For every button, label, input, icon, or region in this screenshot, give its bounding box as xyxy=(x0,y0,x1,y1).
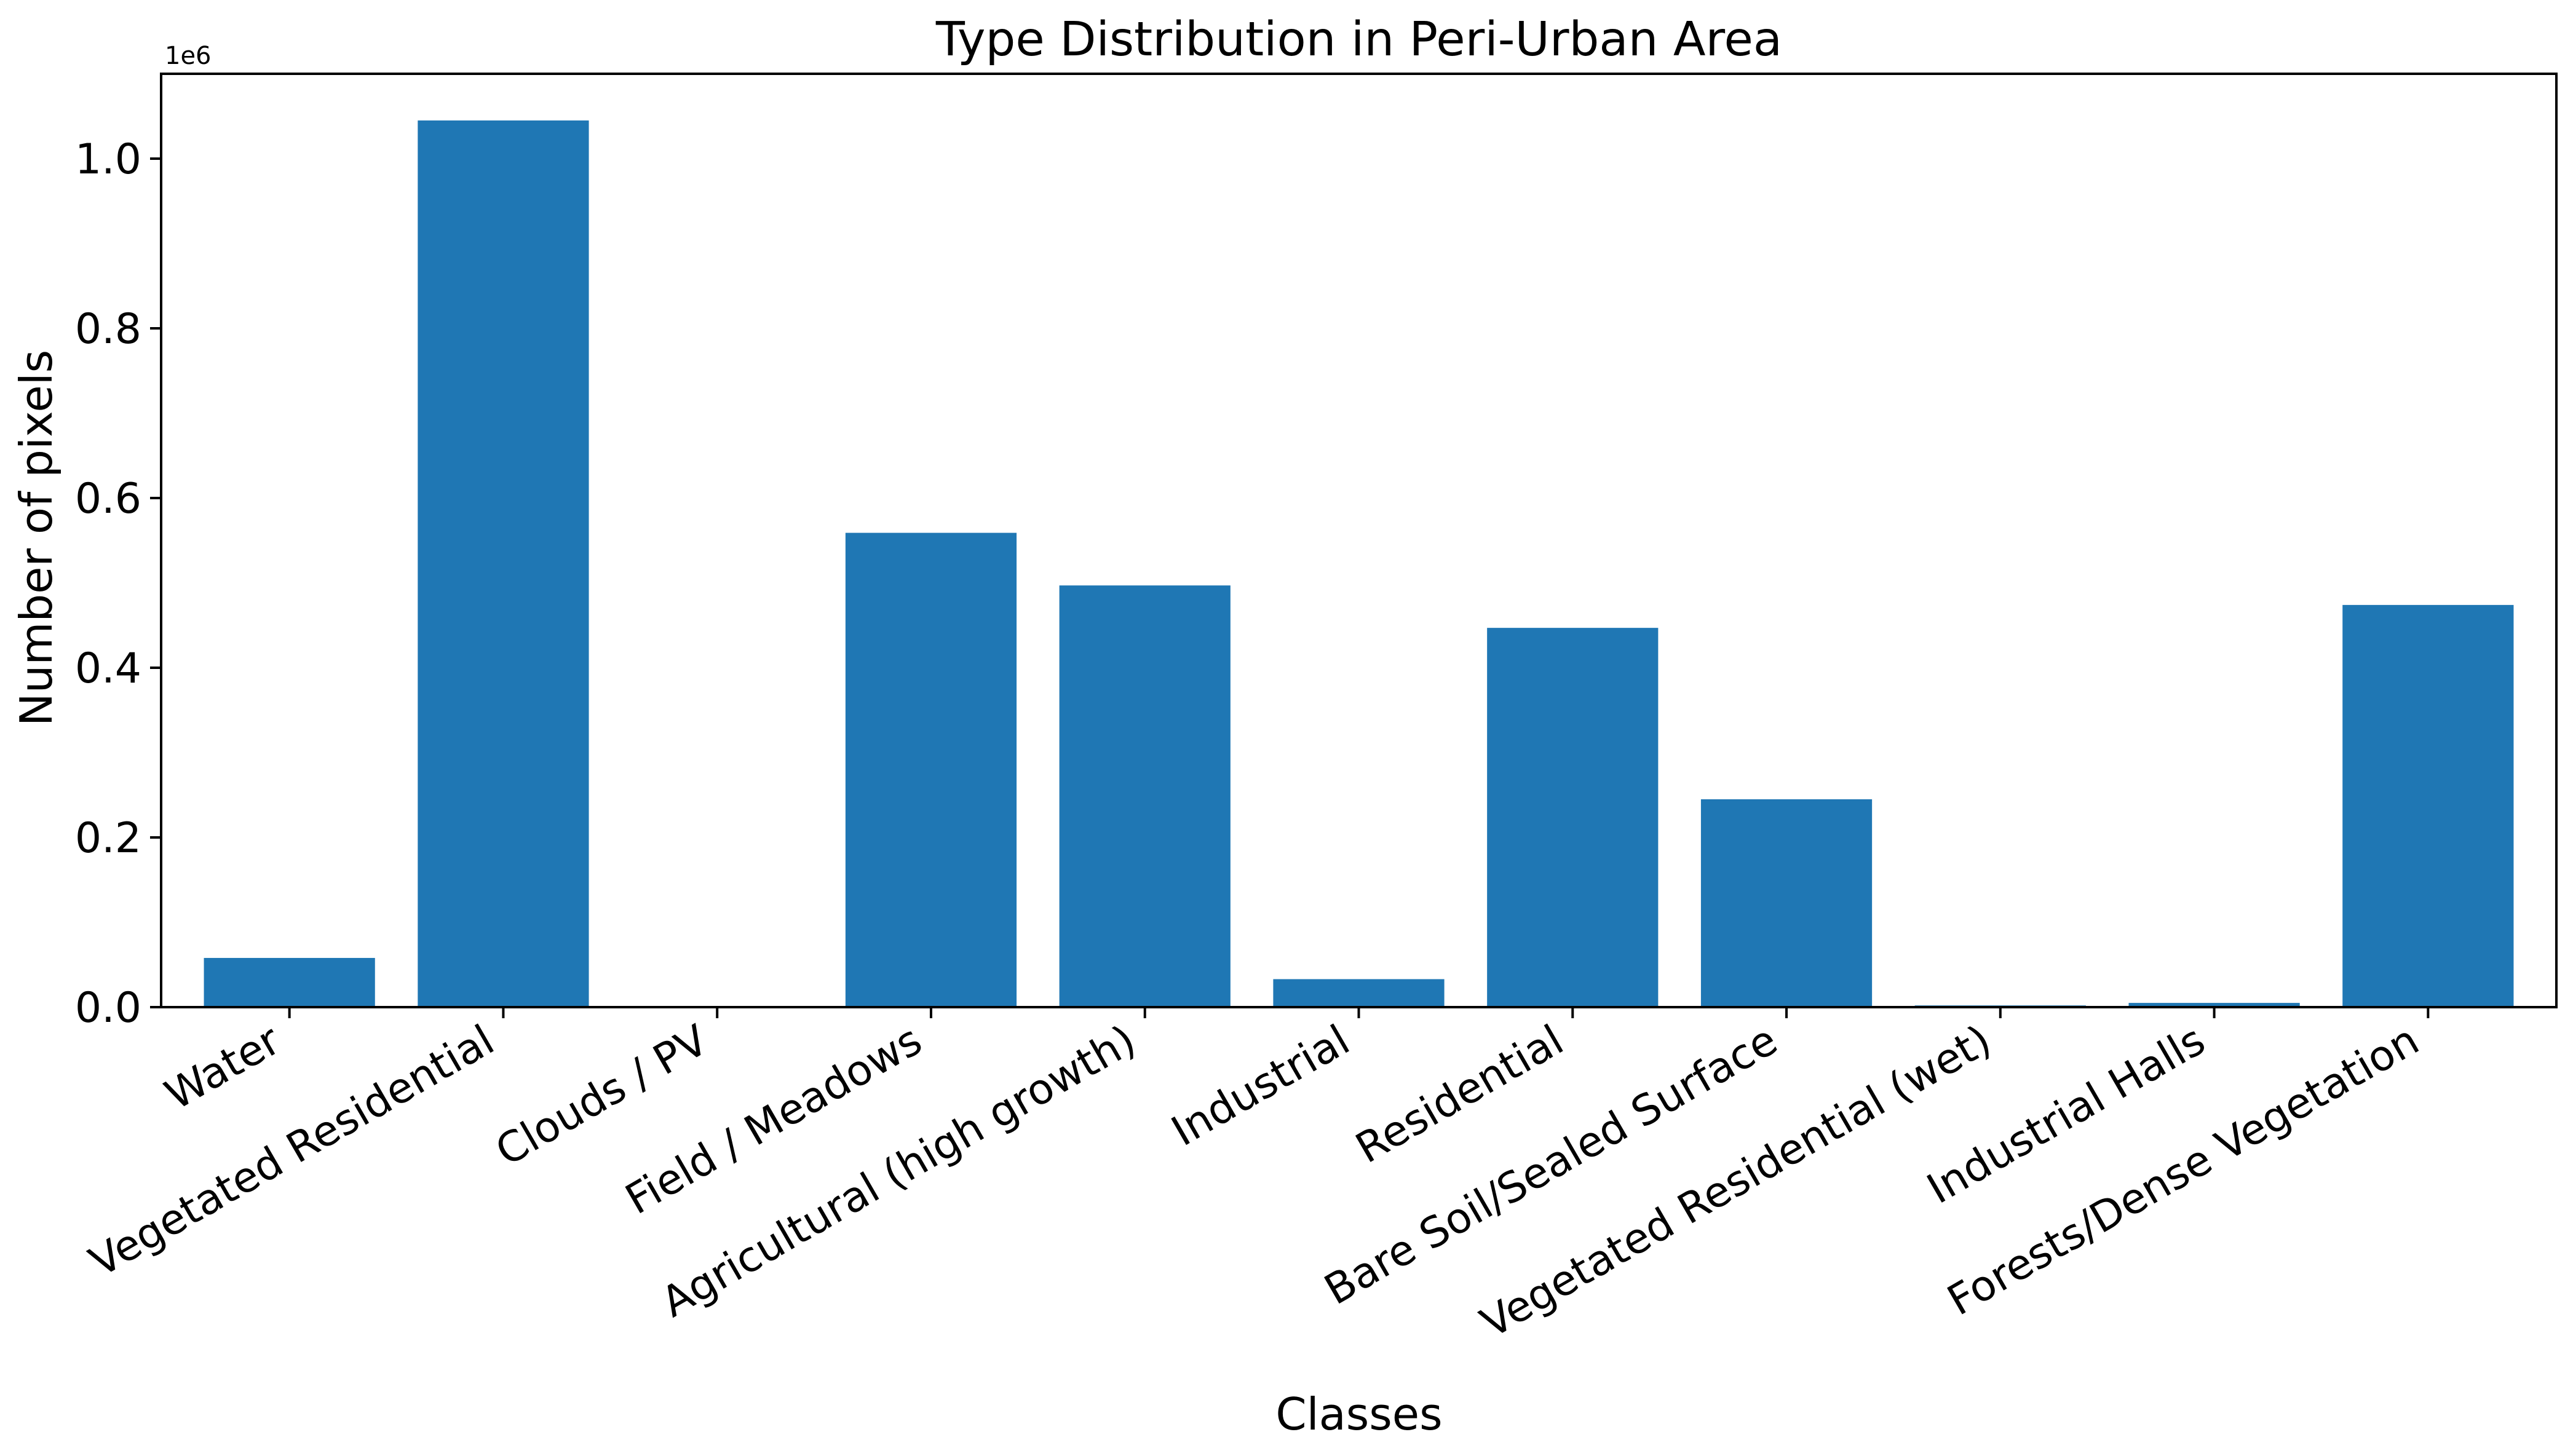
chart-title: Type Distribution in Peri-Urban Area xyxy=(935,12,1782,67)
y-axis-offset-label: 1e6 xyxy=(165,42,212,70)
x-tick-label-5: Industrial xyxy=(1164,1016,1358,1156)
bar-9 xyxy=(2128,1003,2300,1007)
x-axis-label: Classes xyxy=(1275,1388,1442,1440)
bar-4 xyxy=(1059,585,1231,1007)
y-tick-label-4: 0.8 xyxy=(75,305,141,354)
bar-3 xyxy=(845,532,1017,1007)
bar-0 xyxy=(204,957,375,1007)
bars xyxy=(204,120,2514,1007)
y-axis-label: Number of pixels xyxy=(10,350,62,726)
bar-7 xyxy=(1700,799,1873,1007)
bar-6 xyxy=(1487,628,1659,1007)
plot-frame xyxy=(160,73,2558,1008)
y-tick-label-2: 0.4 xyxy=(75,644,141,693)
x-tick-label-0: Water xyxy=(157,1016,289,1120)
y-tick-label-1: 0.2 xyxy=(75,814,141,863)
bar-10 xyxy=(2342,604,2514,1007)
y-tick-label-3: 0.6 xyxy=(75,475,141,523)
bar-5 xyxy=(1273,979,1445,1007)
bar-1 xyxy=(418,120,589,1007)
y-tick-label-5: 1.0 xyxy=(75,135,141,184)
x-tick-label-1: Vegetated Residential xyxy=(82,1016,502,1287)
y-tick-label-0: 0.0 xyxy=(75,984,141,1032)
